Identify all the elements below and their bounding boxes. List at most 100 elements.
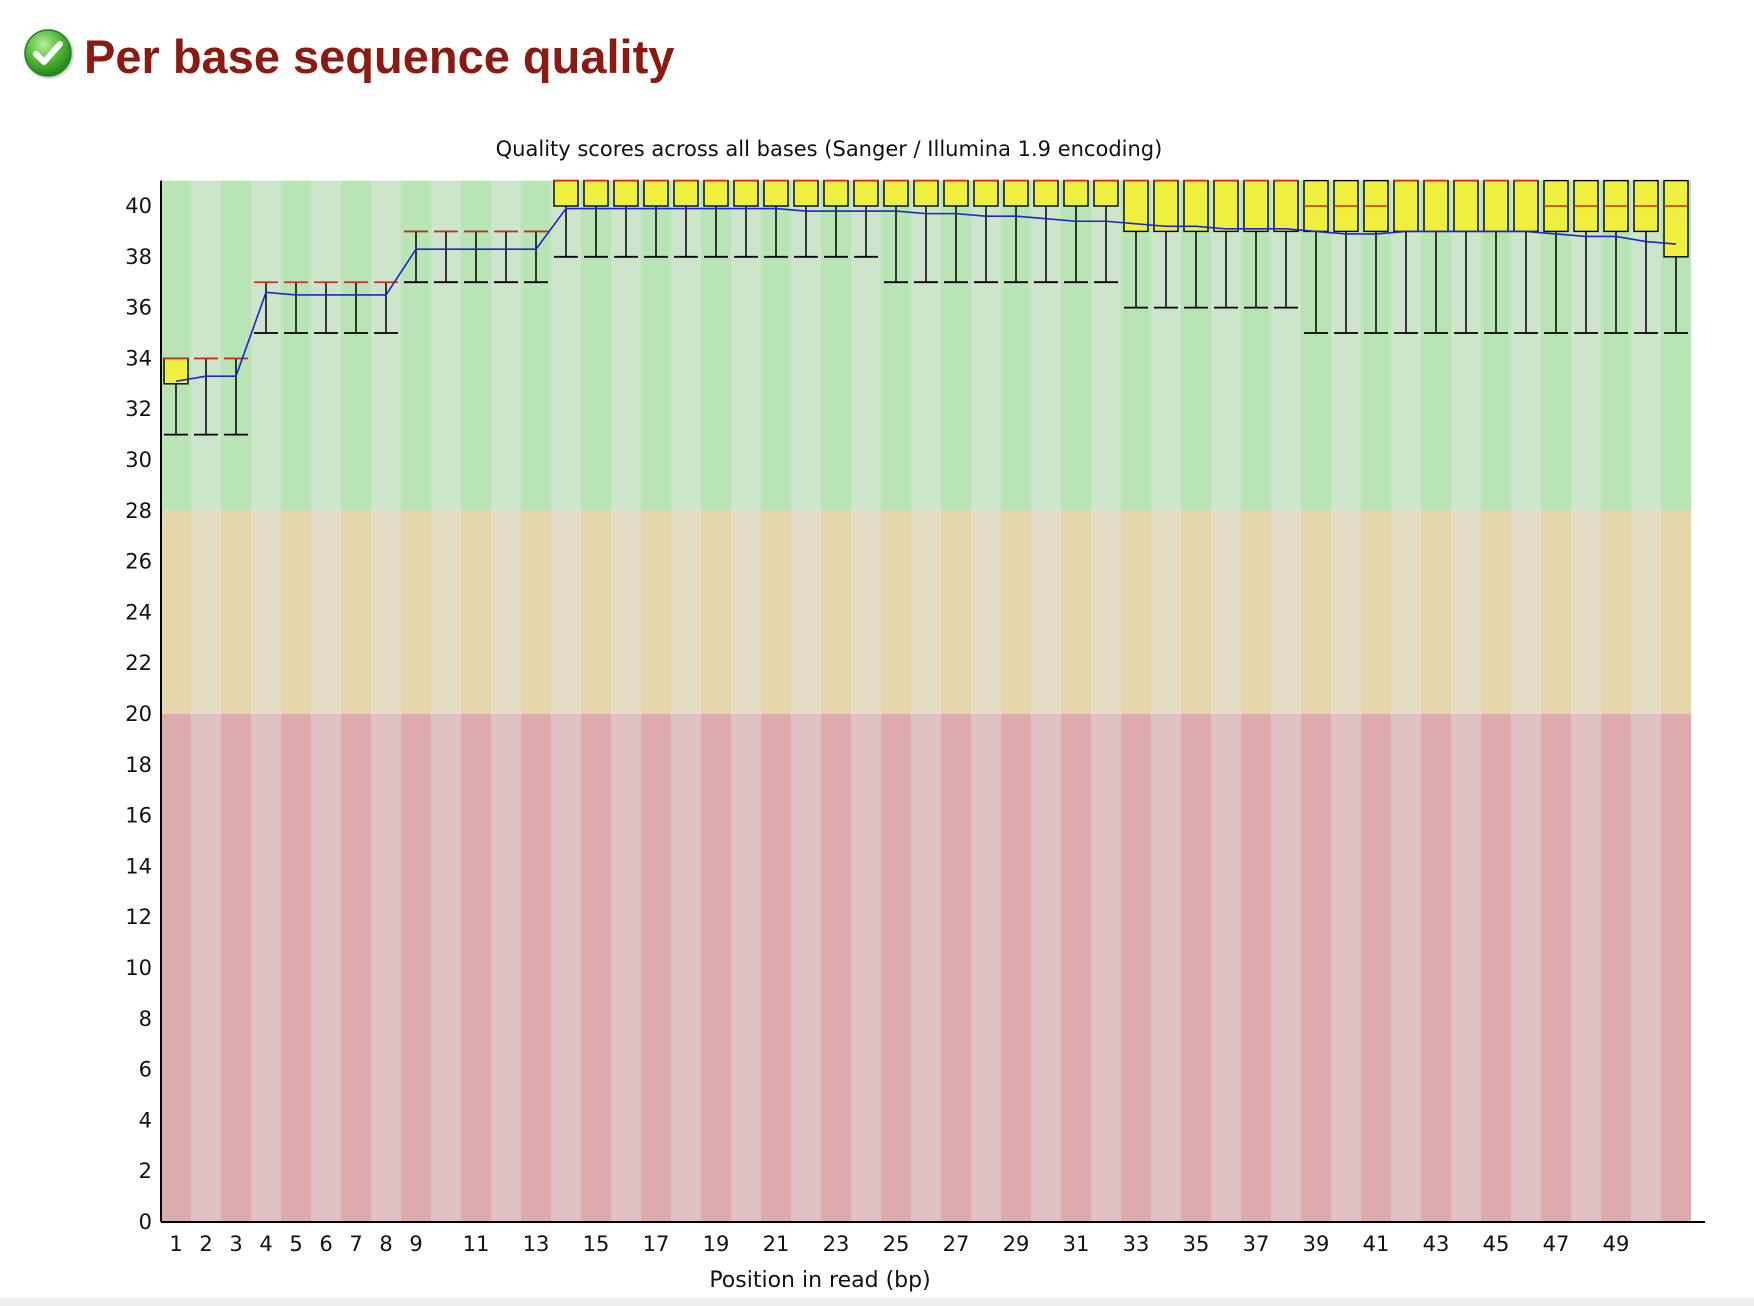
zone-warning-stripe	[551, 510, 581, 714]
box-position-11	[464, 230, 488, 284]
x-tick-label: 17	[643, 1232, 670, 1256]
box-position-38	[1273, 179, 1299, 309]
box-position-12	[494, 230, 518, 284]
zone-warning-stripe	[251, 510, 281, 714]
zone-bad-stripe	[1091, 714, 1121, 1222]
interquartile-box	[973, 179, 999, 207]
x-tick-label: 1	[169, 1232, 182, 1256]
zone-good-stripe	[281, 180, 311, 511]
zone-bad-stripe	[521, 714, 551, 1222]
zone-bad-stripe	[1451, 714, 1481, 1222]
zone-warning-stripe	[731, 510, 761, 714]
page-title: Per base sequence quality	[84, 29, 675, 83]
box-position-6	[314, 281, 338, 334]
zone-bad-stripe	[731, 714, 761, 1222]
y-tick-label: 10	[125, 956, 152, 980]
y-tick-label: 30	[125, 448, 152, 472]
y-tick-label: 0	[139, 1210, 152, 1234]
zone-bad-stripe	[1151, 714, 1181, 1222]
x-tick-label: 4	[259, 1232, 272, 1256]
zone-bad-stripe	[851, 714, 881, 1222]
zone-good-stripe	[161, 180, 191, 511]
x-tick-label: 9	[409, 1232, 422, 1256]
zone-bad-stripe	[1391, 714, 1421, 1222]
box-position-7	[344, 281, 368, 334]
box-position-27	[943, 179, 969, 284]
zone-bad-stripe	[341, 714, 371, 1222]
zone-bad-stripe	[1001, 714, 1031, 1222]
box-position-9	[404, 230, 428, 284]
quality-zones	[161, 180, 1691, 1222]
box-position-24	[853, 179, 879, 258]
zone-good-stripe	[401, 180, 431, 511]
interquartile-box	[853, 179, 879, 207]
interquartile-box	[1453, 179, 1479, 233]
interquartile-box	[823, 179, 849, 207]
interquartile-box	[643, 179, 669, 207]
zone-good-stripe	[221, 180, 251, 511]
zone-bad-stripe	[1511, 714, 1541, 1222]
zone-warning-stripe	[341, 510, 371, 714]
zone-warning-stripe	[1271, 510, 1301, 714]
x-tick-label: 8	[379, 1232, 392, 1256]
x-tick-label: 13	[523, 1232, 550, 1256]
zone-warning-stripe	[1481, 510, 1511, 714]
box-position-46	[1513, 179, 1539, 334]
zone-bad-stripe	[431, 714, 461, 1222]
box-position-17	[643, 179, 669, 258]
zone-warning-stripe	[1031, 510, 1061, 714]
interquartile-box	[733, 179, 759, 207]
x-tick-label: 43	[1423, 1232, 1450, 1256]
zone-warning-stripe	[1601, 510, 1631, 714]
zone-warning-stripe	[1391, 510, 1421, 714]
zone-warning-stripe	[821, 510, 851, 714]
zone-bad-stripe	[1361, 714, 1391, 1222]
box-position-26	[913, 179, 939, 284]
zone-bad-stripe	[1181, 714, 1211, 1222]
zone-bad-stripe	[1271, 714, 1301, 1222]
box-position-31	[1063, 179, 1089, 284]
y-tick-label: 36	[125, 296, 152, 320]
zone-warning-stripe	[1661, 510, 1691, 714]
box-position-25	[883, 179, 909, 284]
zone-bad-stripe	[1211, 714, 1241, 1222]
zone-bad-stripe	[251, 714, 281, 1222]
zone-bad-stripe	[1661, 714, 1691, 1222]
zone-bad-stripe	[1121, 714, 1151, 1222]
x-tick-label: 19	[703, 1232, 730, 1256]
x-tick-label: 2	[199, 1232, 212, 1256]
zone-good-stripe	[461, 180, 491, 511]
zone-warning-stripe	[581, 510, 611, 714]
zone-bad-stripe	[761, 714, 791, 1222]
zone-bad-stripe	[1421, 714, 1451, 1222]
x-tick-label: 31	[1063, 1232, 1090, 1256]
box-position-23	[823, 179, 849, 258]
box-position-20	[733, 179, 759, 258]
box-position-39	[1303, 179, 1329, 334]
y-tick-label: 4	[139, 1108, 152, 1132]
zone-warning-stripe	[881, 510, 911, 714]
y-tick-label: 14	[125, 854, 152, 878]
zone-warning-stripe	[431, 510, 461, 714]
x-tick-label: 5	[289, 1232, 302, 1256]
interquartile-box	[1183, 179, 1209, 233]
zone-bad-stripe	[581, 714, 611, 1222]
interquartile-box	[1093, 179, 1119, 207]
zone-warning-stripe	[1451, 510, 1481, 714]
box-position-5	[284, 281, 308, 334]
box-position-3	[224, 357, 248, 436]
zone-warning-stripe	[281, 510, 311, 714]
box-position-29	[1003, 179, 1029, 284]
zone-good-stripe	[371, 180, 401, 511]
interquartile-box	[703, 179, 729, 207]
box-position-10	[434, 230, 458, 284]
box-position-32	[1093, 179, 1119, 284]
box-position-33	[1123, 179, 1149, 309]
box-position-19	[703, 179, 729, 258]
zone-warning-stripe	[491, 510, 521, 714]
x-tick-label: 33	[1123, 1232, 1150, 1256]
zone-bad-stripe	[311, 714, 341, 1222]
zone-warning-stripe	[1091, 510, 1121, 714]
zone-warning-stripe	[611, 510, 641, 714]
zone-warning-stripe	[1001, 510, 1031, 714]
